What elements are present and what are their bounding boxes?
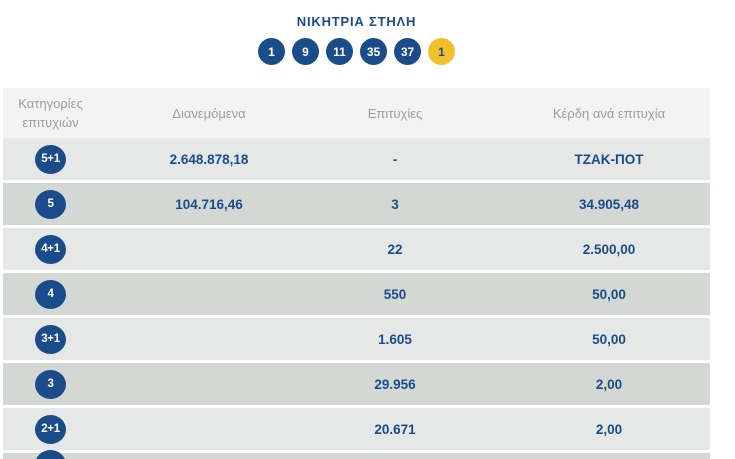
category-badge: 5: [35, 189, 66, 219]
column-header-wins: Επιτυχίες: [367, 105, 423, 121]
category-badge: 4: [35, 279, 66, 309]
table-body: 5+1 2.648.878,18 - ΤΖΑΚ-ΠΟΤ 5 104.716,46 3 34.9…: [3, 138, 710, 459]
category-badge: 3+1: [35, 324, 66, 354]
winning-column-title: ΝΙΚΗΤΡΙΑ ΣΤΗΛΗ: [296, 14, 417, 29]
number-ball: 1: [258, 38, 285, 65]
category-cell: 4+1: [3, 228, 98, 270]
distributed-cell: [98, 453, 320, 459]
column-header-categories: Κατηγορίες επιτυχιών: [18, 96, 83, 130]
category-cell: 3+1: [3, 318, 98, 360]
winning-numbers: 1 9 11 35 37 1: [3, 38, 710, 65]
wins-cell: 1.605: [378, 331, 412, 347]
prize-cell: 2,00: [595, 421, 623, 437]
table-row: 5 104.716,46 3 34.905,48: [3, 183, 710, 225]
table-row: 5+1 2.648.878,18 - ΤΖΑΚ-ΠΟΤ: [3, 138, 710, 180]
distributed-cell: [98, 408, 320, 450]
category-cell: 5+1: [3, 138, 98, 180]
distributed-cell: 104.716,46: [175, 196, 243, 212]
table-row: 4 550 50,00: [3, 273, 710, 315]
table-row: 3 29.956 2,00: [3, 363, 710, 405]
category-badge: [35, 449, 66, 459]
table-row: 4+1 22 2.500,00: [3, 228, 710, 270]
category-badge: 5+1: [35, 144, 66, 174]
table-row: 3+1 1.605 50,00: [3, 318, 710, 360]
table-row: 2+1 20.671 2,00: [3, 408, 710, 450]
category-badge: 4+1: [35, 234, 66, 264]
prize-cell: 2.500,00: [582, 241, 636, 257]
table-row: [3, 449, 712, 459]
distributed-cell: [98, 228, 320, 270]
wins-cell: 29.956: [374, 376, 416, 392]
distributed-cell: 2.648.878,18: [169, 151, 249, 167]
number-ball: 35: [360, 38, 387, 65]
category-cell: [3, 449, 98, 459]
category-badge: 2+1: [35, 414, 66, 444]
prize-cell: ΤΖΑΚ-ΠΟΤ: [574, 151, 644, 167]
prize-cell: 34.905,48: [578, 196, 640, 212]
prize-cell: 2,00: [595, 376, 623, 392]
prize-cell: 50,00: [592, 331, 626, 347]
number-ball: 9: [292, 38, 319, 65]
joker-ball: 1: [428, 38, 455, 65]
prize-cell: 50,00: [592, 286, 626, 302]
category-badge: 3: [35, 369, 66, 399]
wins-cell: 20.671: [374, 421, 416, 437]
category-cell: 2+1: [3, 408, 98, 450]
distributed-cell: [98, 273, 320, 315]
wins-cell: 22: [387, 241, 403, 257]
category-cell: 4: [3, 273, 98, 315]
distributed-cell: [98, 363, 320, 405]
wins-cell: -: [392, 151, 398, 167]
column-header-distributed: Διανεμόμενα: [172, 105, 246, 121]
table-header-row: Κατηγορίες επιτυχιών Διανεμόμενα Επιτυχί…: [3, 88, 710, 138]
results-table: Κατηγορίες επιτυχιών Διανεμόμενα Επιτυχί…: [3, 88, 710, 459]
number-ball: 37: [394, 38, 421, 65]
column-header-prize-per-win: Κέρδη ανά επιτυχία: [552, 105, 666, 121]
number-ball: 11: [326, 38, 353, 65]
wins-cell: 550: [383, 286, 407, 302]
category-cell: 5: [3, 183, 98, 225]
wins-cell: [305, 453, 485, 459]
category-cell: 3: [3, 363, 98, 405]
prize-cell: [506, 453, 712, 459]
distributed-cell: [98, 318, 320, 360]
wins-cell: 3: [391, 196, 399, 212]
